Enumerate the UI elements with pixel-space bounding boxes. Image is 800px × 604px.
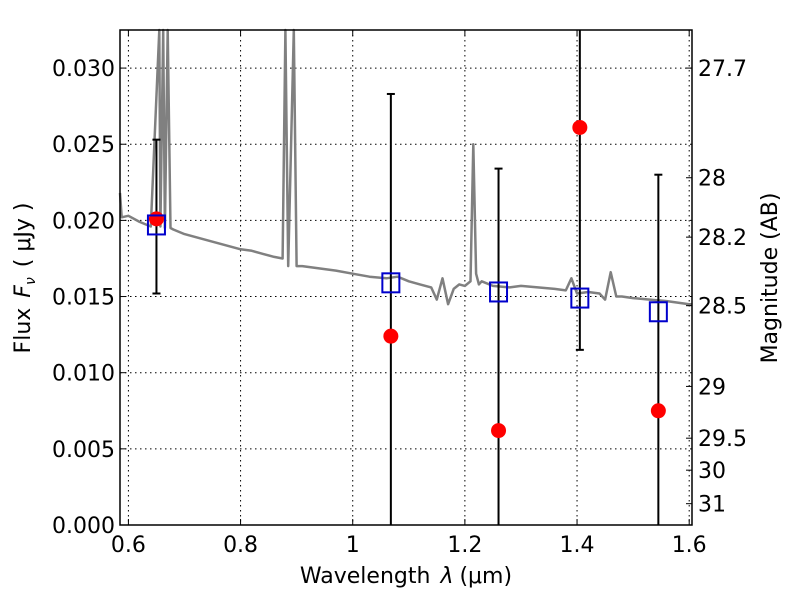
x-tick-label: 1.2 bbox=[447, 533, 482, 558]
grid-lines bbox=[120, 30, 692, 526]
y2-tick-label: 31 bbox=[698, 493, 726, 518]
x-axis-ticks: 0.6 0.8 1 1.2 1.4 1.6 bbox=[111, 30, 707, 558]
y2-tick-label: 30 bbox=[698, 459, 726, 484]
model-points-layer bbox=[146, 214, 668, 323]
observed-point bbox=[572, 119, 588, 135]
y2-tick-label: 27.7 bbox=[698, 57, 747, 82]
y-tick-label: 0.025 bbox=[52, 133, 115, 158]
plot-frame bbox=[119, 29, 693, 526]
model-point bbox=[648, 301, 668, 323]
model-point bbox=[489, 281, 509, 303]
observed-point bbox=[148, 211, 164, 227]
model-point bbox=[146, 214, 166, 236]
observed-points-layer bbox=[148, 119, 666, 439]
x-tick-label: 0.6 bbox=[111, 533, 146, 558]
y-tick-label: 0.010 bbox=[52, 362, 115, 387]
y2-tick-label: 28.2 bbox=[698, 226, 747, 251]
y2-tick-label: 28.5 bbox=[698, 295, 747, 320]
x-tick-label: 0.8 bbox=[223, 533, 258, 558]
y2-axis-title: Magnitude (AB) bbox=[758, 193, 783, 364]
y2-axis-ticks: 27.7 28 28.2 28.5 29 29.5 30 31 bbox=[686, 57, 747, 518]
observed-point bbox=[383, 328, 399, 344]
model-spectrum-layer bbox=[118, 28, 692, 306]
y-tick-label: 0.030 bbox=[52, 57, 115, 82]
observed-point bbox=[650, 403, 666, 419]
model-point bbox=[570, 287, 590, 309]
observed-point bbox=[491, 423, 507, 439]
y-axis-title: FluxFν( μJy ) bbox=[11, 203, 39, 354]
model-point bbox=[381, 272, 401, 294]
y-tick-label: 0.005 bbox=[52, 438, 115, 463]
y-axis-ticks: 0.000 0.005 0.010 0.015 0.020 0.025 0.030 bbox=[52, 57, 126, 539]
y2-tick-label: 29 bbox=[698, 375, 726, 400]
x-tick-label: 1.4 bbox=[560, 533, 595, 558]
error-bars-layer bbox=[152, 30, 663, 525]
y-tick-label: 0.000 bbox=[52, 514, 115, 539]
y-tick-label: 0.015 bbox=[52, 286, 115, 311]
x-tick-label: 1 bbox=[346, 533, 360, 558]
x-tick-label: 1.6 bbox=[672, 533, 707, 558]
y2-tick-label: 29.5 bbox=[698, 427, 747, 452]
y2-tick-label: 28 bbox=[698, 167, 726, 192]
model-spectrum-line bbox=[118, 28, 692, 306]
x-axis-title: Wavelength λ (μm) bbox=[300, 564, 512, 589]
y-tick-label: 0.020 bbox=[52, 209, 115, 234]
